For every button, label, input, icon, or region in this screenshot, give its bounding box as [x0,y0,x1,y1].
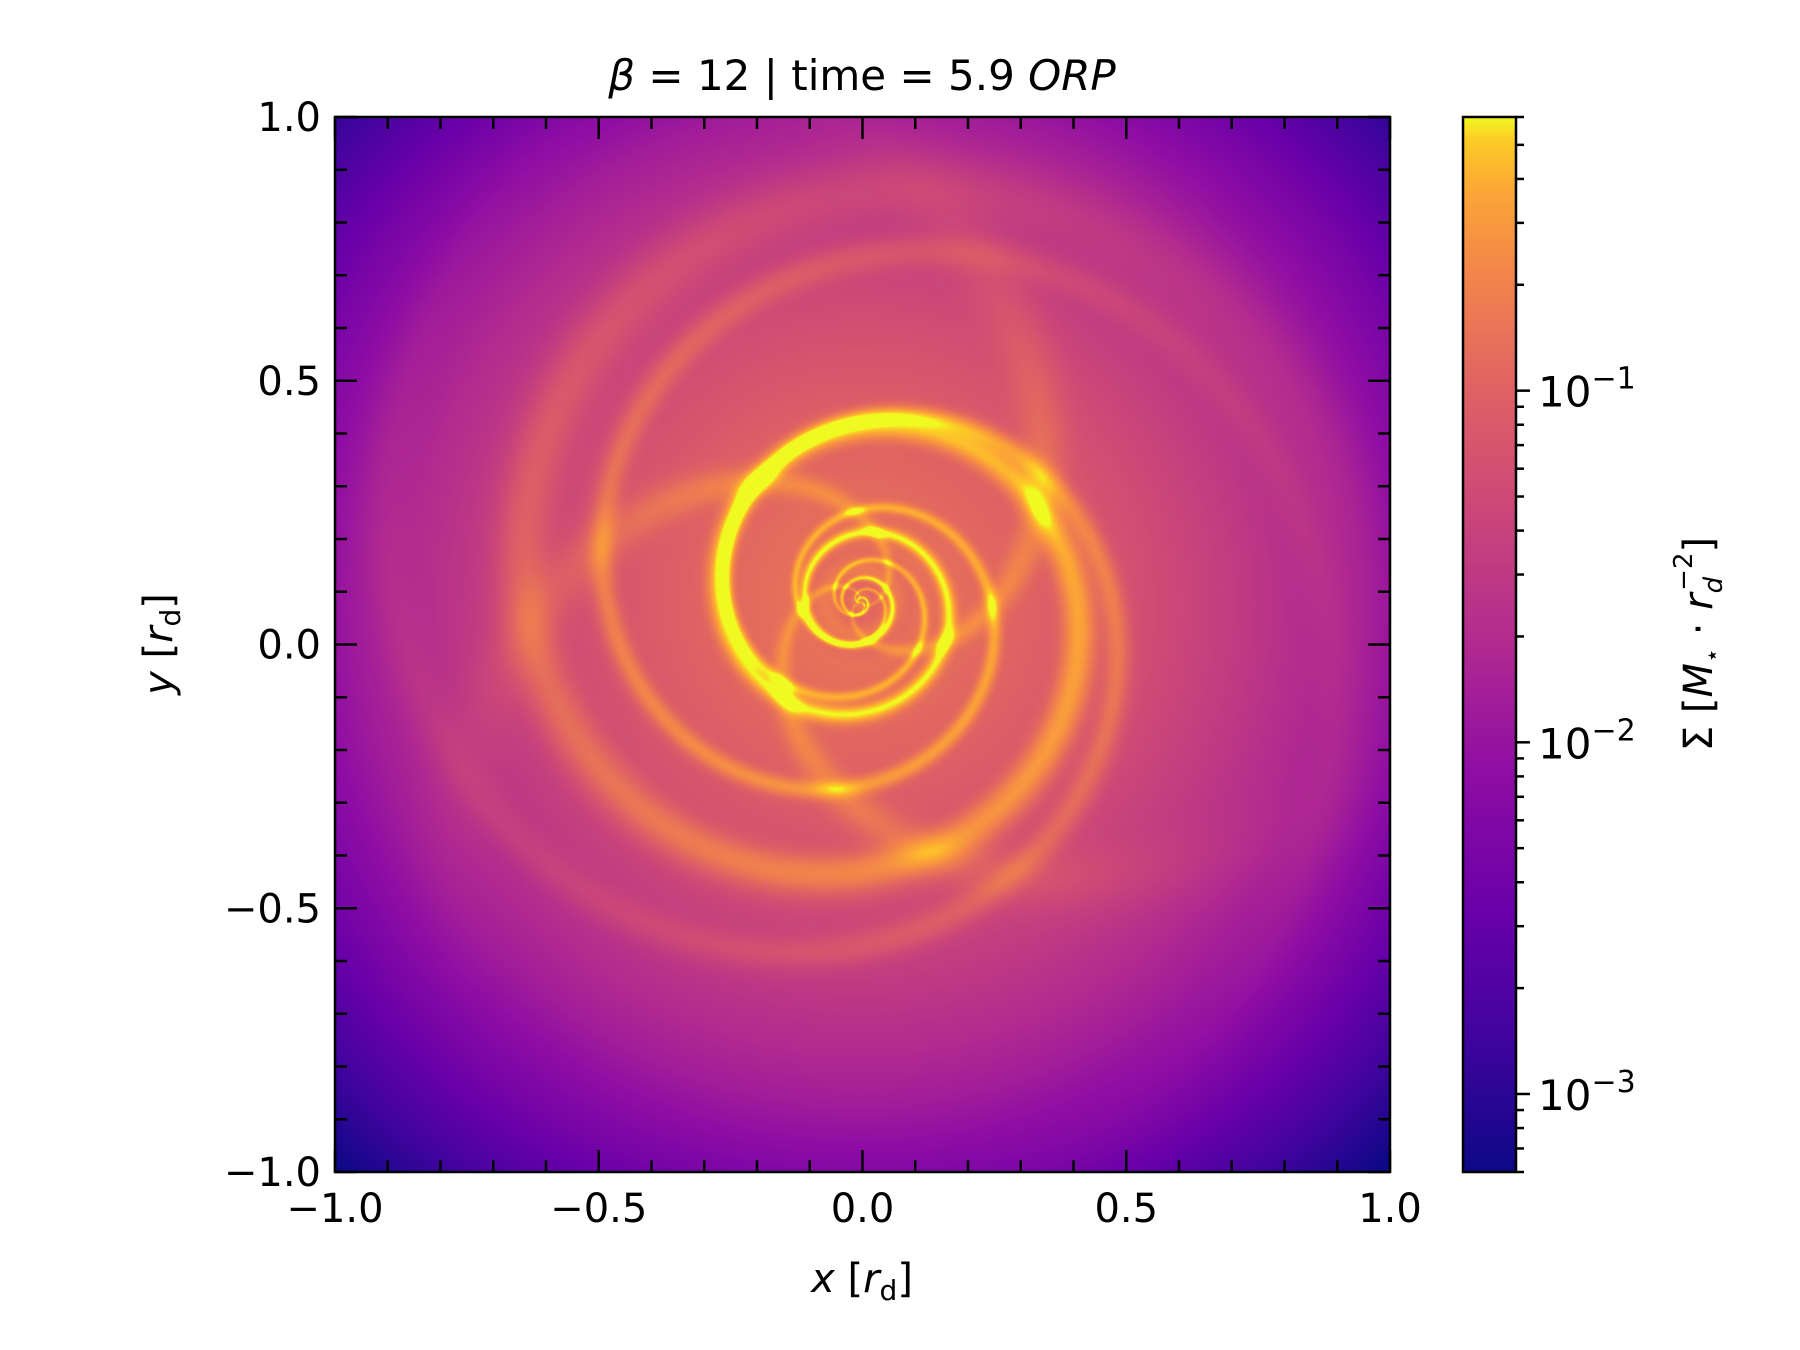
x-axis-unit-sub: d [880,1274,898,1307]
chart-title: β = 12 | time = 5.9 ORP [607,51,1116,100]
y-tick-label: −1.0 [224,1150,321,1196]
cbar-label-dot: · [1676,610,1722,648]
y-tick-label: 0.0 [257,623,321,669]
cbar-label-r-sup: −2 [1669,553,1699,591]
cbar-label-prefix: Σ [ [1676,698,1722,752]
y-tick-label: 1.0 [257,95,321,141]
cbar-label-r: r [1676,591,1722,610]
x-axis-var: x [809,1256,835,1302]
y-axis-unit-sub: d [154,609,187,627]
title-beta-symbol: β [607,51,635,100]
y-axis-ticks: −1.0 −0.5 0.0 0.5 1.0 [224,95,1390,1196]
x-tick-label: 0.0 [831,1186,895,1232]
x-axis-title: x [rd] [809,1256,913,1307]
colorbar [1461,115,1518,1174]
heatmap-container [335,117,1390,1172]
y-axis-unit-base: r [136,624,182,643]
y-axis-title: y [rd] [136,593,187,696]
colorbar-tick-label: 10−1 [1538,362,1636,417]
title-beta-text: = 12 | time = 5.9 [635,51,1028,100]
cbar-label-M: M [1676,663,1722,698]
cbar-label-M-sub: ⋆ [1698,648,1726,663]
x-axis-unit-close: ] [897,1256,913,1302]
x-tick-label: 0.5 [1094,1186,1158,1232]
y-tick-label: −0.5 [224,886,321,932]
colorbar-label: Σ [M⋆ · rd−2] [1669,537,1729,751]
y-axis-var: y [136,670,182,696]
x-axis-unit-open: [ [835,1256,863,1302]
x-tick-label: −1.0 [286,1186,383,1232]
colorbar-ticks: 10−1 10−2 10−3 [1516,115,1636,1174]
cbar-label-suffix: ] [1676,537,1722,553]
cbar-label-r-sub: d [1699,576,1729,593]
colorbar-tick-label: 10−2 [1538,713,1636,768]
title-time-unit: ORP [1028,51,1116,100]
y-tick-label: 0.5 [257,359,321,405]
y-axis-unit-close: ] [136,593,182,609]
x-axis-unit-base: r [863,1256,882,1302]
y-axis-unit-open: [ [136,643,182,671]
x-tick-label: −0.5 [550,1186,647,1232]
x-axis-ticks: −1.0 −0.5 0.0 0.5 1.0 [286,117,1422,1232]
x-tick-label: 1.0 [1358,1186,1422,1232]
colorbar-tick-label: 10−3 [1538,1065,1636,1120]
